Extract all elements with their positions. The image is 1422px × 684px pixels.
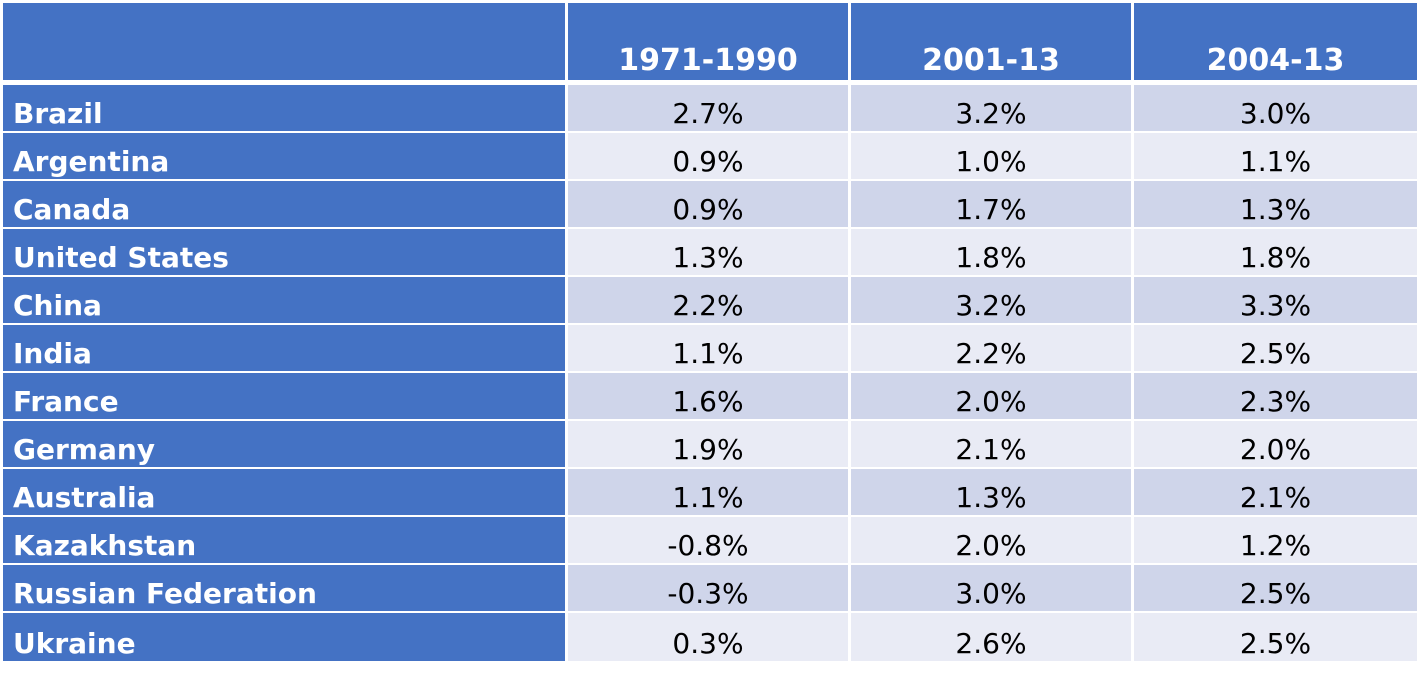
country-label-cell: Germany	[3, 421, 568, 469]
value-cell-2004-13: 1.3%	[1134, 181, 1417, 229]
value-cell-2004-13: 3.0%	[1134, 85, 1417, 133]
value-cell-1971-1990: 1.1%	[568, 469, 851, 517]
country-label-cell: China	[3, 277, 568, 325]
value-cell-1971-1990: 2.2%	[568, 277, 851, 325]
table-row: Australia 1.1% 1.3% 2.1%	[3, 469, 1417, 517]
country-label-cell: Canada	[3, 181, 568, 229]
table-row: Kazakhstan -0.8% 2.0% 1.2%	[3, 517, 1417, 565]
table-row: Germany 1.9% 2.1% 2.0%	[3, 421, 1417, 469]
value-cell-1971-1990: 1.1%	[568, 325, 851, 373]
value-cell-2001-13: 2.1%	[851, 421, 1134, 469]
table-row: Canada 0.9% 1.7% 1.3%	[3, 181, 1417, 229]
value-cell-2004-13: 2.1%	[1134, 469, 1417, 517]
country-label-cell: Kazakhstan	[3, 517, 568, 565]
value-cell-1971-1990: 0.9%	[568, 181, 851, 229]
value-cell-2004-13: 1.8%	[1134, 229, 1417, 277]
table-row: Russian Federation -0.3% 3.0% 2.5%	[3, 565, 1417, 613]
country-label-cell: Russian Federation	[3, 565, 568, 613]
value-cell-2004-13: 2.5%	[1134, 325, 1417, 373]
value-cell-1971-1990: -0.3%	[568, 565, 851, 613]
header-cell-1971-1990: 1971-1990	[568, 3, 851, 85]
country-label-cell: Argentina	[3, 133, 568, 181]
value-cell-2004-13: 2.5%	[1134, 565, 1417, 613]
country-label-cell: Australia	[3, 469, 568, 517]
country-label-cell: France	[3, 373, 568, 421]
value-cell-2001-13: 2.0%	[851, 517, 1134, 565]
value-cell-2001-13: 2.2%	[851, 325, 1134, 373]
value-cell-1971-1990: 1.6%	[568, 373, 851, 421]
value-cell-2001-13: 3.2%	[851, 277, 1134, 325]
table-row: China 2.2% 3.2% 3.3%	[3, 277, 1417, 325]
growth-rate-table: 1971-1990 2001-13 2004-13 Brazil 2.7% 3.2%…	[3, 3, 1417, 661]
country-label-cell: Ukraine	[3, 613, 568, 661]
header-row: 1971-1990 2001-13 2004-13	[3, 3, 1417, 85]
value-cell-2004-13: 1.2%	[1134, 517, 1417, 565]
header-corner-cell	[3, 3, 568, 85]
country-label-cell: Brazil	[3, 85, 568, 133]
header-cell-2001-13: 2001-13	[851, 3, 1134, 85]
value-cell-2004-13: 2.5%	[1134, 613, 1417, 661]
value-cell-2004-13: 1.1%	[1134, 133, 1417, 181]
table-row: India 1.1% 2.2% 2.5%	[3, 325, 1417, 373]
value-cell-2004-13: 3.3%	[1134, 277, 1417, 325]
value-cell-2001-13: 1.8%	[851, 229, 1134, 277]
table-body: Brazil 2.7% 3.2% 3.0% Argentina 0.9% 1.0% 1.1% C…	[3, 85, 1417, 661]
value-cell-1971-1990: 0.9%	[568, 133, 851, 181]
value-cell-2001-13: 1.0%	[851, 133, 1134, 181]
table-row: Brazil 2.7% 3.2% 3.0%	[3, 85, 1417, 133]
value-cell-2001-13: 1.7%	[851, 181, 1134, 229]
table-row: Ukraine 0.3% 2.6% 2.5%	[3, 613, 1417, 661]
country-label-cell: India	[3, 325, 568, 373]
value-cell-2001-13: 2.6%	[851, 613, 1134, 661]
table-row: France 1.6% 2.0% 2.3%	[3, 373, 1417, 421]
value-cell-1971-1990: 0.3%	[568, 613, 851, 661]
value-cell-2001-13: 2.0%	[851, 373, 1134, 421]
table-row: Argentina 0.9% 1.0% 1.1%	[3, 133, 1417, 181]
data-table-container: 1971-1990 2001-13 2004-13 Brazil 2.7% 3.2%…	[3, 3, 1417, 661]
value-cell-1971-1990: -0.8%	[568, 517, 851, 565]
table-row: United States 1.3% 1.8% 1.8%	[3, 229, 1417, 277]
value-cell-1971-1990: 2.7%	[568, 85, 851, 133]
value-cell-2001-13: 3.2%	[851, 85, 1134, 133]
value-cell-1971-1990: 1.9%	[568, 421, 851, 469]
header-cell-2004-13: 2004-13	[1134, 3, 1417, 85]
value-cell-2004-13: 2.3%	[1134, 373, 1417, 421]
value-cell-2001-13: 3.0%	[851, 565, 1134, 613]
value-cell-2004-13: 2.0%	[1134, 421, 1417, 469]
value-cell-2001-13: 1.3%	[851, 469, 1134, 517]
country-label-cell: United States	[3, 229, 568, 277]
value-cell-1971-1990: 1.3%	[568, 229, 851, 277]
